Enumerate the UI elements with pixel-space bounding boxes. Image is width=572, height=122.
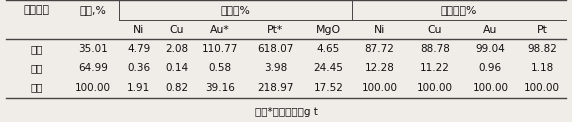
Text: Ni: Ni	[374, 25, 386, 35]
Text: 1.18: 1.18	[530, 63, 554, 73]
Text: 100.00: 100.00	[417, 83, 453, 93]
Text: 0.14: 0.14	[165, 63, 188, 73]
Text: 2.08: 2.08	[165, 44, 188, 54]
Text: 35.01: 35.01	[78, 44, 108, 54]
Text: 注：*表示单位为g t: 注：*表示单位为g t	[255, 107, 317, 117]
Text: 产率,%: 产率,%	[80, 5, 106, 15]
Text: 0.82: 0.82	[165, 83, 188, 93]
Text: 110.77: 110.77	[202, 44, 239, 54]
Text: 原矿: 原矿	[30, 83, 42, 93]
Text: 64.99: 64.99	[78, 63, 108, 73]
Text: 100.00: 100.00	[472, 83, 509, 93]
Text: 100.00: 100.00	[75, 83, 111, 93]
Text: Cu: Cu	[169, 25, 184, 35]
Text: Au: Au	[483, 25, 498, 35]
Text: 17.52: 17.52	[313, 83, 343, 93]
Text: 4.79: 4.79	[127, 44, 150, 54]
Text: 品位，%: 品位，%	[220, 5, 251, 15]
Text: Pt*: Pt*	[267, 25, 284, 35]
Text: 618.07: 618.07	[257, 44, 293, 54]
Text: 3.98: 3.98	[264, 63, 287, 73]
Text: 产品名称: 产品名称	[23, 5, 49, 15]
Text: MgO: MgO	[316, 25, 341, 35]
Text: 0.36: 0.36	[127, 63, 150, 73]
Text: Au*: Au*	[210, 25, 230, 35]
Text: 87.72: 87.72	[365, 44, 395, 54]
Text: 0.96: 0.96	[479, 63, 502, 73]
Text: 0.58: 0.58	[208, 63, 232, 73]
Text: 尾矿: 尾矿	[30, 63, 42, 73]
Text: 88.78: 88.78	[420, 44, 450, 54]
Text: 98.82: 98.82	[527, 44, 557, 54]
Text: 99.04: 99.04	[475, 44, 505, 54]
Text: 218.97: 218.97	[257, 83, 293, 93]
Text: 39.16: 39.16	[205, 83, 235, 93]
Text: 11.22: 11.22	[420, 63, 450, 73]
Text: Cu: Cu	[428, 25, 442, 35]
Text: 100.00: 100.00	[362, 83, 398, 93]
Text: 回收率，%: 回收率，%	[441, 5, 477, 15]
Text: 4.65: 4.65	[317, 44, 340, 54]
Text: 12.28: 12.28	[365, 63, 395, 73]
Text: 1.91: 1.91	[127, 83, 150, 93]
Text: 精矿: 精矿	[30, 44, 42, 54]
Text: Pt: Pt	[537, 25, 547, 35]
Text: 24.45: 24.45	[313, 63, 343, 73]
Text: Ni: Ni	[133, 25, 144, 35]
Text: 100.00: 100.00	[524, 83, 560, 93]
